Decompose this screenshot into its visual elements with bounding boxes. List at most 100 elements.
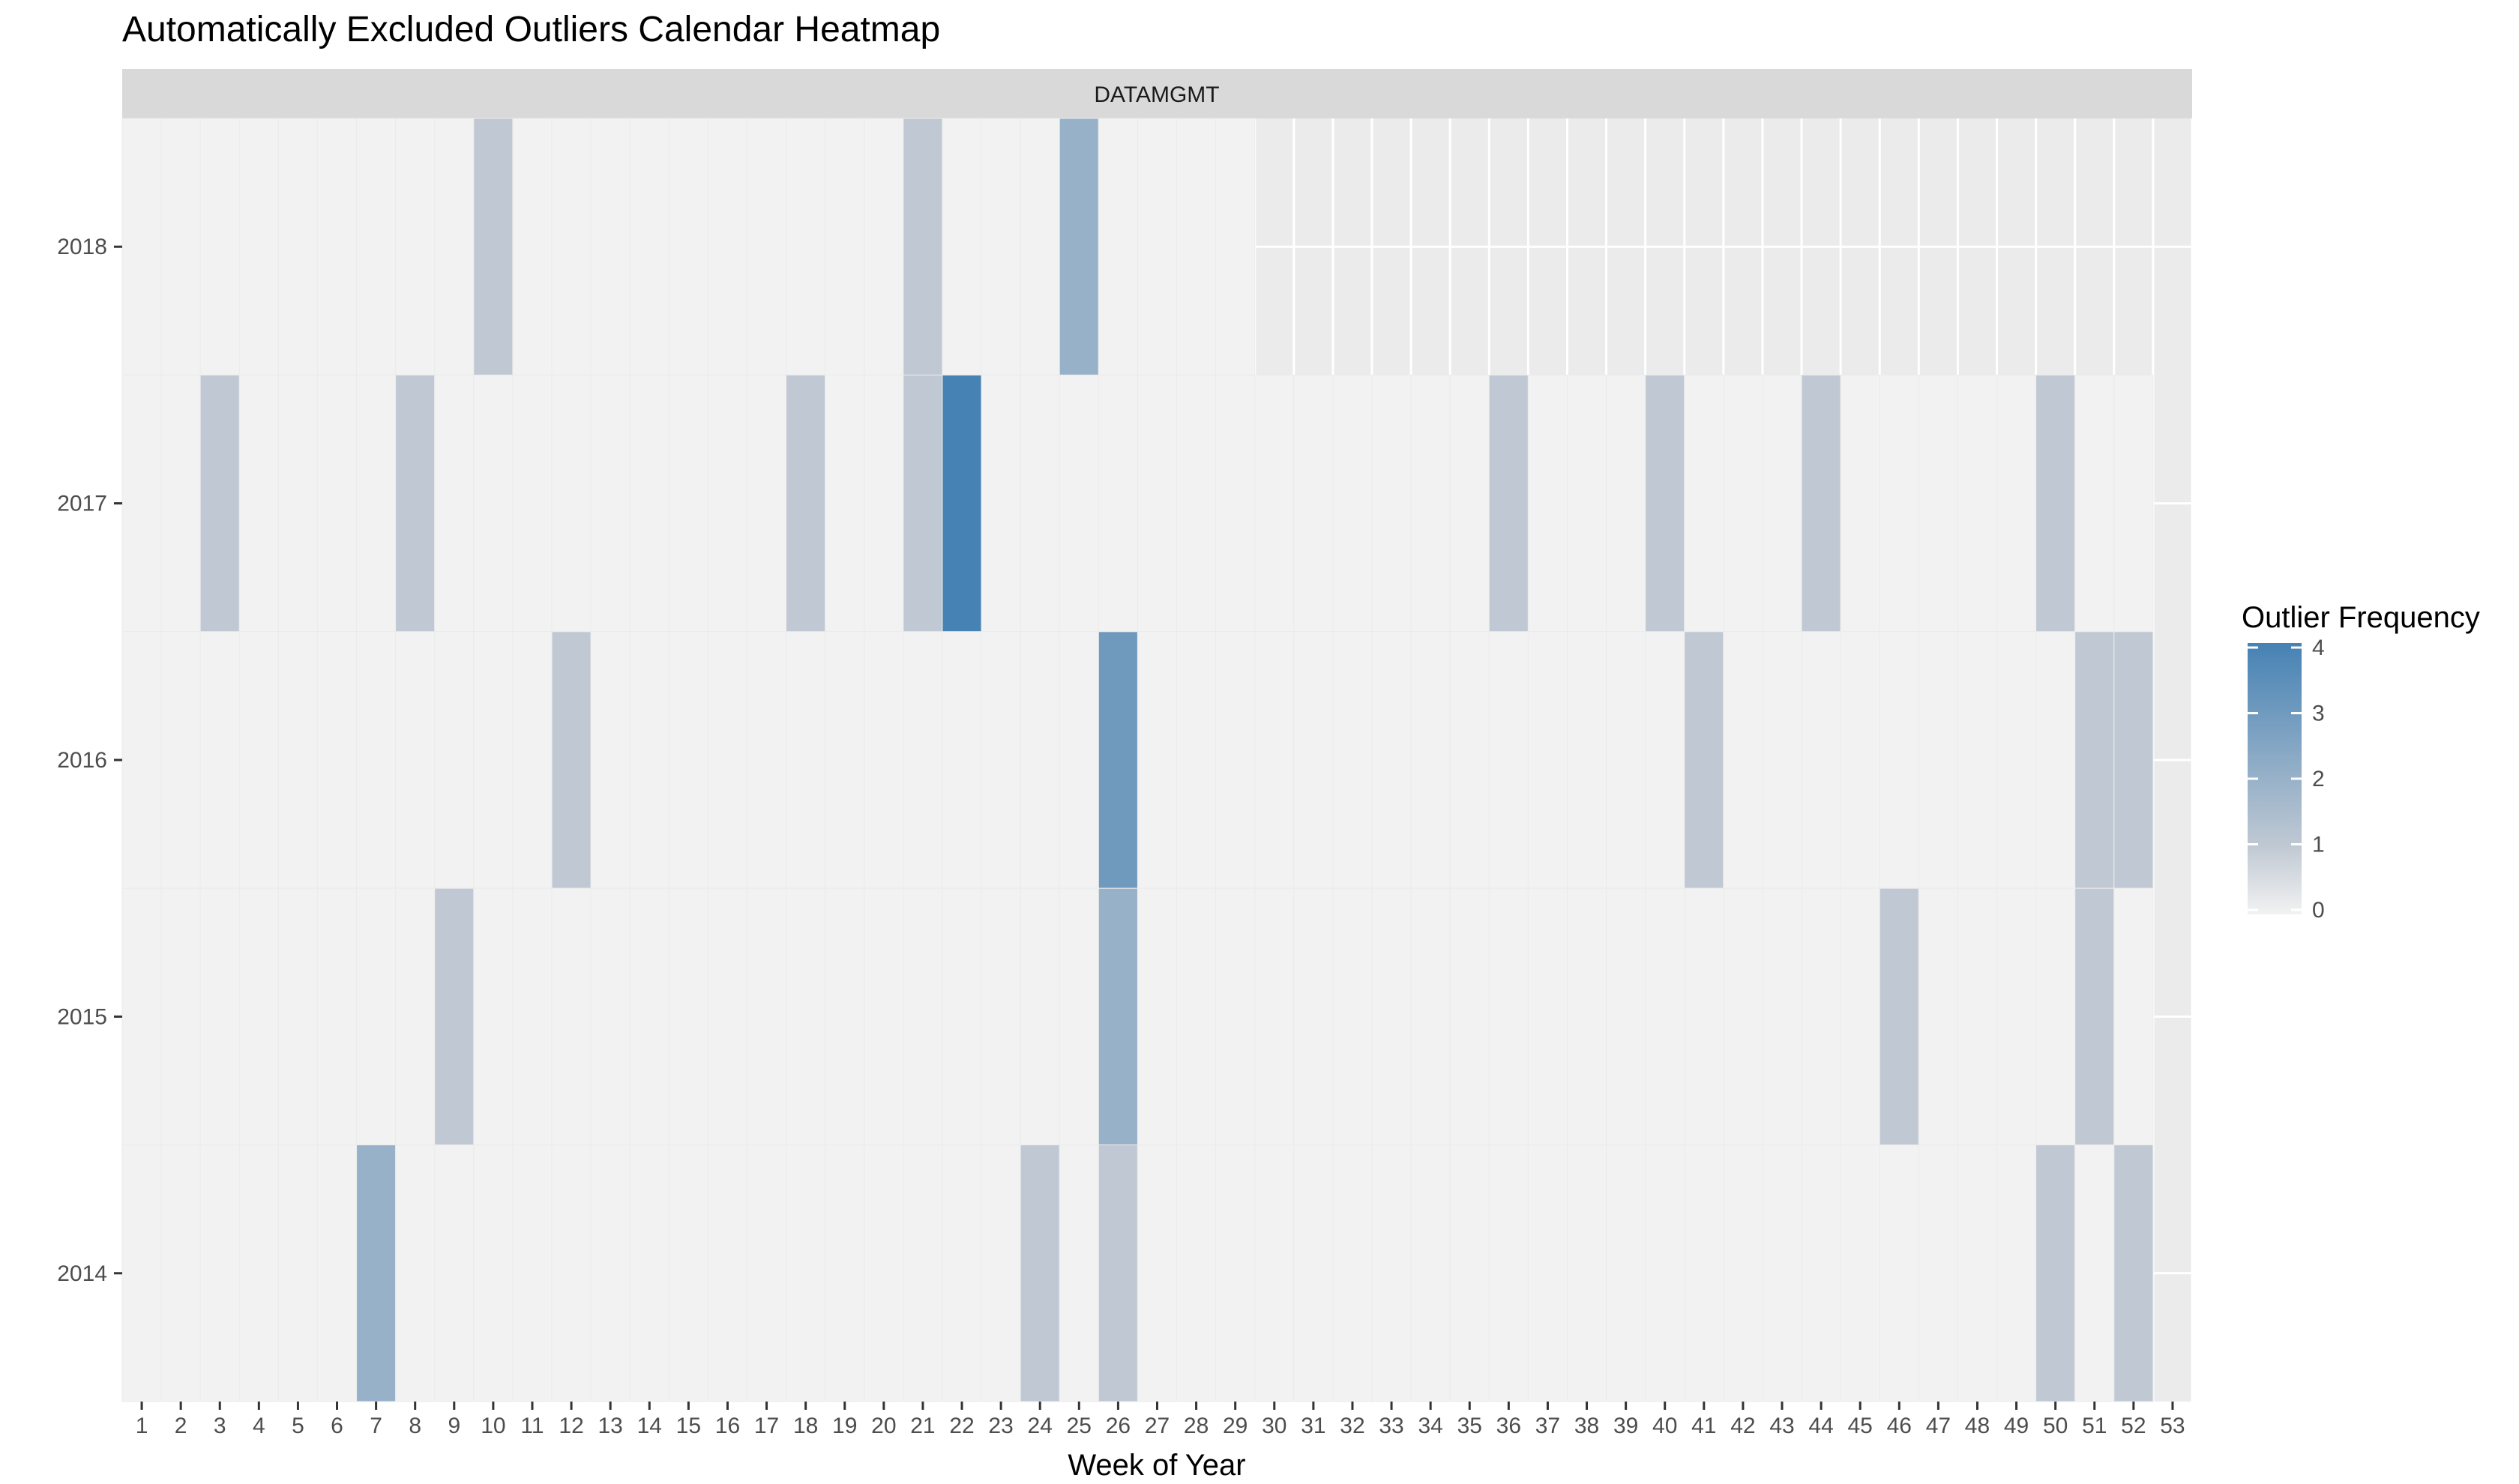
heatmap-tile [1996, 374, 2037, 633]
heatmap-tile [1918, 631, 1958, 889]
heatmap-tile [277, 631, 318, 889]
heatmap-tile [981, 631, 1021, 889]
heatmap-tile [121, 887, 162, 1146]
heatmap-tile [1723, 374, 1763, 633]
heatmap-tile [1684, 887, 1724, 1146]
heatmap-tile [1332, 631, 1373, 889]
heatmap-tile [707, 887, 748, 1146]
x-tick-label: 42 [1730, 1414, 1755, 1438]
x-tick-label: 6 [331, 1414, 343, 1438]
heatmap-tile [316, 631, 358, 889]
heatmap-tile [1645, 887, 1685, 1146]
heatmap-tile [1996, 631, 2037, 889]
heatmap-tile [747, 374, 787, 633]
heatmap-tile [1254, 374, 1295, 633]
heatmap-tile [825, 118, 865, 375]
heatmap-tile [786, 887, 826, 1146]
x-tick-label: 27 [1145, 1414, 1170, 1438]
heatmap-tile [238, 118, 279, 375]
heatmap-tile [903, 1144, 943, 1402]
heatmap-tile [825, 1144, 865, 1402]
x-tick-label: 19 [832, 1414, 857, 1438]
heatmap-tile [551, 887, 592, 1146]
heatmap-tile [1176, 374, 1217, 633]
heatmap-tile [1293, 887, 1334, 1146]
heatmap-tile [1020, 887, 1060, 1146]
x-tick-label: 3 [214, 1414, 226, 1438]
heatmap-tile-outlier [395, 374, 436, 633]
heatmap-tile [199, 631, 240, 889]
x-tick-label: 7 [370, 1414, 382, 1438]
x-tick-label: 43 [1769, 1414, 1794, 1438]
y-tick-label: 2014 [57, 1261, 107, 1286]
x-tick-label: 45 [1848, 1414, 1873, 1438]
heatmap-tile [1879, 631, 1919, 889]
heatmap-tile [512, 374, 553, 633]
heatmap-tile [1606, 631, 1646, 889]
x-tick-label: 50 [2043, 1414, 2068, 1438]
heatmap-tile [356, 118, 397, 375]
heatmap-tile [1098, 374, 1138, 633]
legend-title: Outlier Frequency [2242, 601, 2480, 634]
x-tick-label: 31 [1301, 1414, 1325, 1438]
heatmap-tile-outlier [551, 631, 592, 889]
heatmap-tile [864, 374, 904, 633]
heatmap-tile [434, 631, 475, 889]
heatmap-tile [356, 631, 397, 889]
x-tick-label: 46 [1887, 1414, 1912, 1438]
heatmap-tile [277, 118, 318, 375]
heatmap-tile [825, 374, 865, 633]
heatmap-tile [629, 1144, 669, 1402]
heatmap-tile-outlier [2113, 1144, 2154, 1402]
heatmap-tile [1918, 1144, 1958, 1402]
heatmap-tile [316, 374, 358, 633]
x-tick-label: 25 [1067, 1414, 1092, 1438]
x-tick-label: 36 [1496, 1414, 1521, 1438]
heatmap-tile-outlier [2074, 887, 2115, 1146]
heatmap-tile [1137, 887, 1178, 1146]
heatmap-tile [1332, 1144, 1373, 1402]
heatmap-tile [199, 887, 240, 1146]
heatmap-tile [473, 887, 514, 1146]
heatmap-tile [160, 118, 201, 375]
heatmap-tile [981, 1144, 1021, 1402]
heatmap-tile [473, 631, 514, 889]
heatmap-tile [590, 374, 630, 633]
heatmap-tile [1020, 374, 1060, 633]
heatmap-tile [238, 1144, 279, 1402]
heatmap-tile [160, 374, 201, 633]
x-tick-label: 1 [136, 1414, 148, 1438]
heatmap-tile [1918, 887, 1958, 1146]
x-tick-label: 15 [676, 1414, 701, 1438]
heatmap-tile [1840, 1144, 1880, 1402]
x-tick-label: 11 [520, 1414, 544, 1438]
y-tick-label: 2018 [57, 235, 107, 259]
heatmap-tile [1215, 631, 1256, 889]
heatmap-tile-outlier [1098, 887, 1138, 1146]
heatmap-tile [199, 118, 240, 375]
heatmap-tile-outlier [1645, 374, 1685, 633]
heatmap-tile [981, 118, 1021, 375]
heatmap-tile [1879, 374, 1919, 633]
heatmap-tile [1215, 374, 1256, 633]
x-tick-label: 40 [1652, 1414, 1677, 1438]
heatmap-tile [590, 118, 630, 375]
heatmap-tile [512, 887, 553, 1146]
heatmap-tile [1566, 631, 1607, 889]
heatmap-tile [1957, 631, 1998, 889]
heatmap-tile [277, 374, 318, 633]
heatmap-tile-outlier [356, 1144, 397, 1402]
x-tick-label: 13 [598, 1414, 622, 1438]
heatmap-tile [277, 887, 318, 1146]
x-tick-label: 41 [1691, 1414, 1716, 1438]
heatmap-tile-outlier [1488, 374, 1529, 633]
heatmap-tile [1566, 374, 1607, 633]
heatmap-tile [1527, 887, 1568, 1146]
heatmap-tile [1684, 1144, 1724, 1402]
heatmap-tile [1020, 631, 1060, 889]
heatmap-tile [1645, 1144, 1685, 1402]
x-tick-label: 16 [715, 1414, 740, 1438]
heatmap-tile [1488, 631, 1529, 889]
x-tick-label: 35 [1457, 1414, 1482, 1438]
heatmap-tile [668, 1144, 708, 1402]
